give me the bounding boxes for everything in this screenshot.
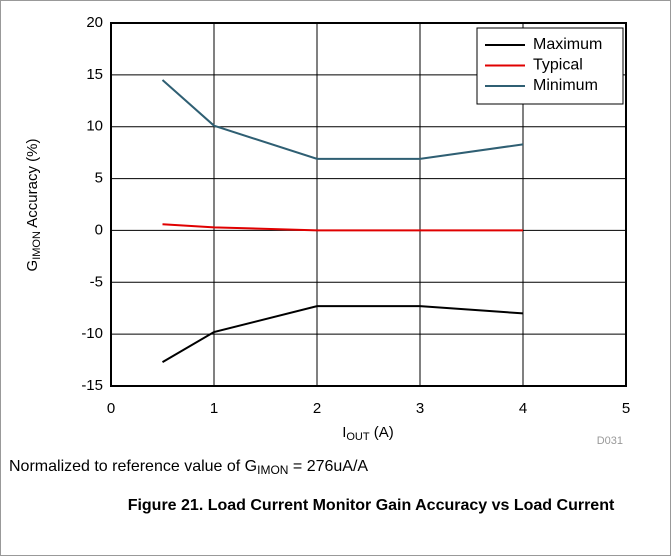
x-tick-label: 2 — [313, 400, 321, 417]
x-tick-label: 0 — [107, 400, 115, 417]
x-tick-label: 4 — [519, 400, 527, 417]
x-axis-label: IOUT (A) — [342, 424, 394, 443]
y-tick-label: 10 — [86, 118, 103, 135]
y-axis-label: GIMON Accuracy (%) — [24, 139, 43, 272]
y-tick-label: 15 — [86, 66, 103, 83]
watermark: D031 — [597, 435, 623, 447]
x-tick-label: 1 — [210, 400, 218, 417]
legend-label: Typical — [533, 57, 583, 74]
x-label-part: (A) — [370, 424, 394, 441]
y-tick-label: -5 — [90, 273, 103, 290]
note-sub: IMON — [257, 463, 288, 477]
legend-label: Minimum — [533, 77, 598, 94]
note-part: = 276uA/A — [288, 458, 368, 475]
note-part: Normalized to reference value of G — [9, 458, 257, 475]
legend-label: Maximum — [533, 36, 602, 53]
caption: Figure 21. Load Current Monitor Gain Acc… — [127, 497, 615, 514]
y-tick-label: 5 — [95, 170, 103, 187]
series-line — [161, 79, 524, 160]
y-tick-label: 20 — [86, 14, 103, 31]
x-label-part: I — [342, 424, 346, 441]
y-label-part: G — [24, 260, 41, 272]
series-line — [162, 223, 523, 232]
y-tick-label: -15 — [81, 377, 103, 394]
x-label-sub: OUT — [346, 431, 370, 443]
y-label-sub: IMON — [31, 231, 43, 260]
y-tick-label: -10 — [81, 325, 103, 342]
y-label-part: Accuracy (%) — [24, 139, 41, 232]
chart: GIMON Accuracy (%) IOUT (A) D031 Normali… — [9, 14, 630, 477]
series-line — [161, 305, 524, 364]
y-tick-label: 0 — [95, 221, 103, 238]
note: Normalized to reference value of GIMON =… — [9, 458, 368, 477]
x-tick-label: 3 — [416, 400, 424, 417]
x-tick-label: 5 — [622, 400, 630, 417]
plot-frame — [110, 22, 627, 387]
